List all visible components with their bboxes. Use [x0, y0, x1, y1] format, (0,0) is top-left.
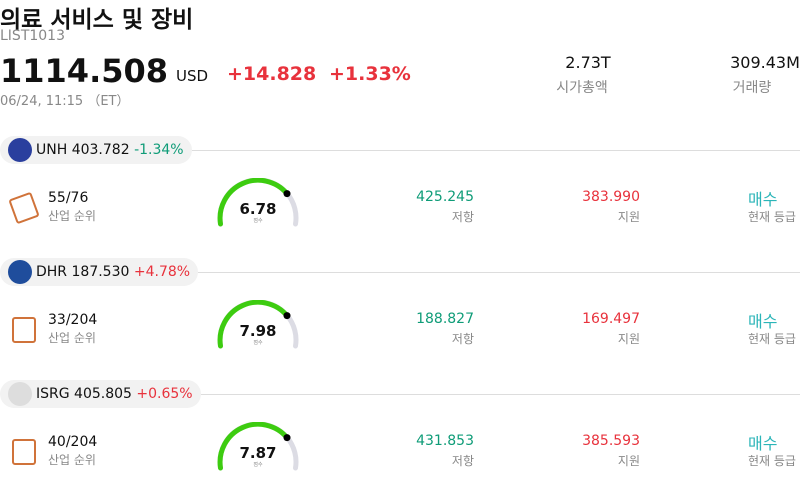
pill-ticker: UNH — [36, 142, 68, 158]
rating: 매수 — [748, 434, 778, 453]
pill-price: 405.805 — [74, 386, 132, 402]
resistance: 188.827 — [416, 311, 474, 327]
rank-icon — [12, 439, 36, 465]
stock-logo — [8, 138, 32, 162]
pill-price: 187.530 — [71, 264, 130, 280]
gauge-dot — [283, 190, 291, 198]
rating-label: 현재 등급 — [748, 332, 796, 346]
code: LIST1013 — [0, 28, 65, 44]
rating-label: 현재 등급 — [748, 210, 796, 224]
stock-logo — [8, 260, 32, 284]
market-cap-label: 시가총액 — [556, 80, 608, 96]
gauge-fill — [217, 178, 290, 227]
gauge-fill — [217, 422, 290, 471]
pill-ticker: ISRG — [36, 386, 70, 402]
pill-change-pct: -1.34% — [134, 142, 184, 158]
pill-change-pct: +4.78% — [133, 264, 191, 280]
volume-label: 거래량 — [732, 80, 772, 96]
divider — [198, 272, 800, 273]
volume: 309.43M — [730, 53, 800, 72]
gauge — [217, 178, 299, 227]
rank-label: 산업 순위 — [48, 453, 96, 467]
rank-label: 산업 순위 — [48, 209, 96, 223]
support-label: 지원 — [617, 210, 640, 224]
resistance-label: 저항 — [451, 332, 474, 346]
rank: 40/204 — [48, 434, 98, 450]
support: 385.593 — [582, 433, 640, 449]
resistance-label: 저항 — [451, 210, 474, 224]
divider — [201, 394, 800, 395]
stock-pill[interactable]: UNH 403.782 -1.34% — [0, 136, 192, 164]
gauge-dot — [283, 312, 291, 320]
score-label: 점수 — [253, 340, 263, 346]
market-cap: 2.73T — [565, 53, 611, 72]
rating-label: 현재 등급 — [748, 454, 796, 468]
pill-ticker: DHR — [36, 264, 68, 280]
score-label: 점수 — [253, 218, 263, 224]
rank-icon — [8, 191, 40, 225]
score: 7.87 — [239, 444, 277, 462]
gauge-fill — [217, 300, 290, 349]
stock-pill[interactable]: DHR 187.530 +4.78% — [0, 258, 199, 286]
support-label: 지원 — [617, 332, 640, 346]
rank-label: 산업 순위 — [48, 331, 96, 345]
change: +14.828 — [227, 63, 317, 85]
resistance-label: 저항 — [451, 454, 474, 468]
date: 06/24, 11:15 （ET） — [0, 94, 130, 109]
rank: 55/76 — [48, 190, 89, 206]
currency: USD — [176, 67, 209, 85]
support-label: 지원 — [617, 454, 640, 468]
score-label: 점수 — [253, 462, 263, 468]
price: 1114.508 — [0, 52, 169, 90]
support: 169.497 — [582, 311, 640, 327]
pill-change-pct: +0.65% — [136, 386, 193, 402]
rating: 매수 — [748, 312, 778, 331]
title: 의료 서비스 및 장비 — [0, 7, 194, 33]
divider — [192, 150, 800, 151]
rating: 매수 — [748, 190, 778, 209]
resistance: 425.245 — [416, 189, 474, 205]
gauge — [217, 300, 299, 349]
stock-pill[interactable]: ISRG 405.805 +0.65% — [0, 380, 201, 408]
score: 6.78 — [239, 200, 277, 218]
stock-logo — [8, 382, 32, 406]
gauge-dot — [283, 434, 291, 442]
pill-price: 403.782 — [71, 142, 130, 158]
rank: 33/204 — [48, 312, 98, 328]
resistance: 431.853 — [416, 433, 474, 449]
gauge — [217, 422, 299, 471]
change-pct: +1.33% — [329, 63, 411, 85]
rank-icon — [12, 317, 36, 343]
support: 383.990 — [582, 189, 640, 205]
score: 7.98 — [239, 322, 277, 340]
